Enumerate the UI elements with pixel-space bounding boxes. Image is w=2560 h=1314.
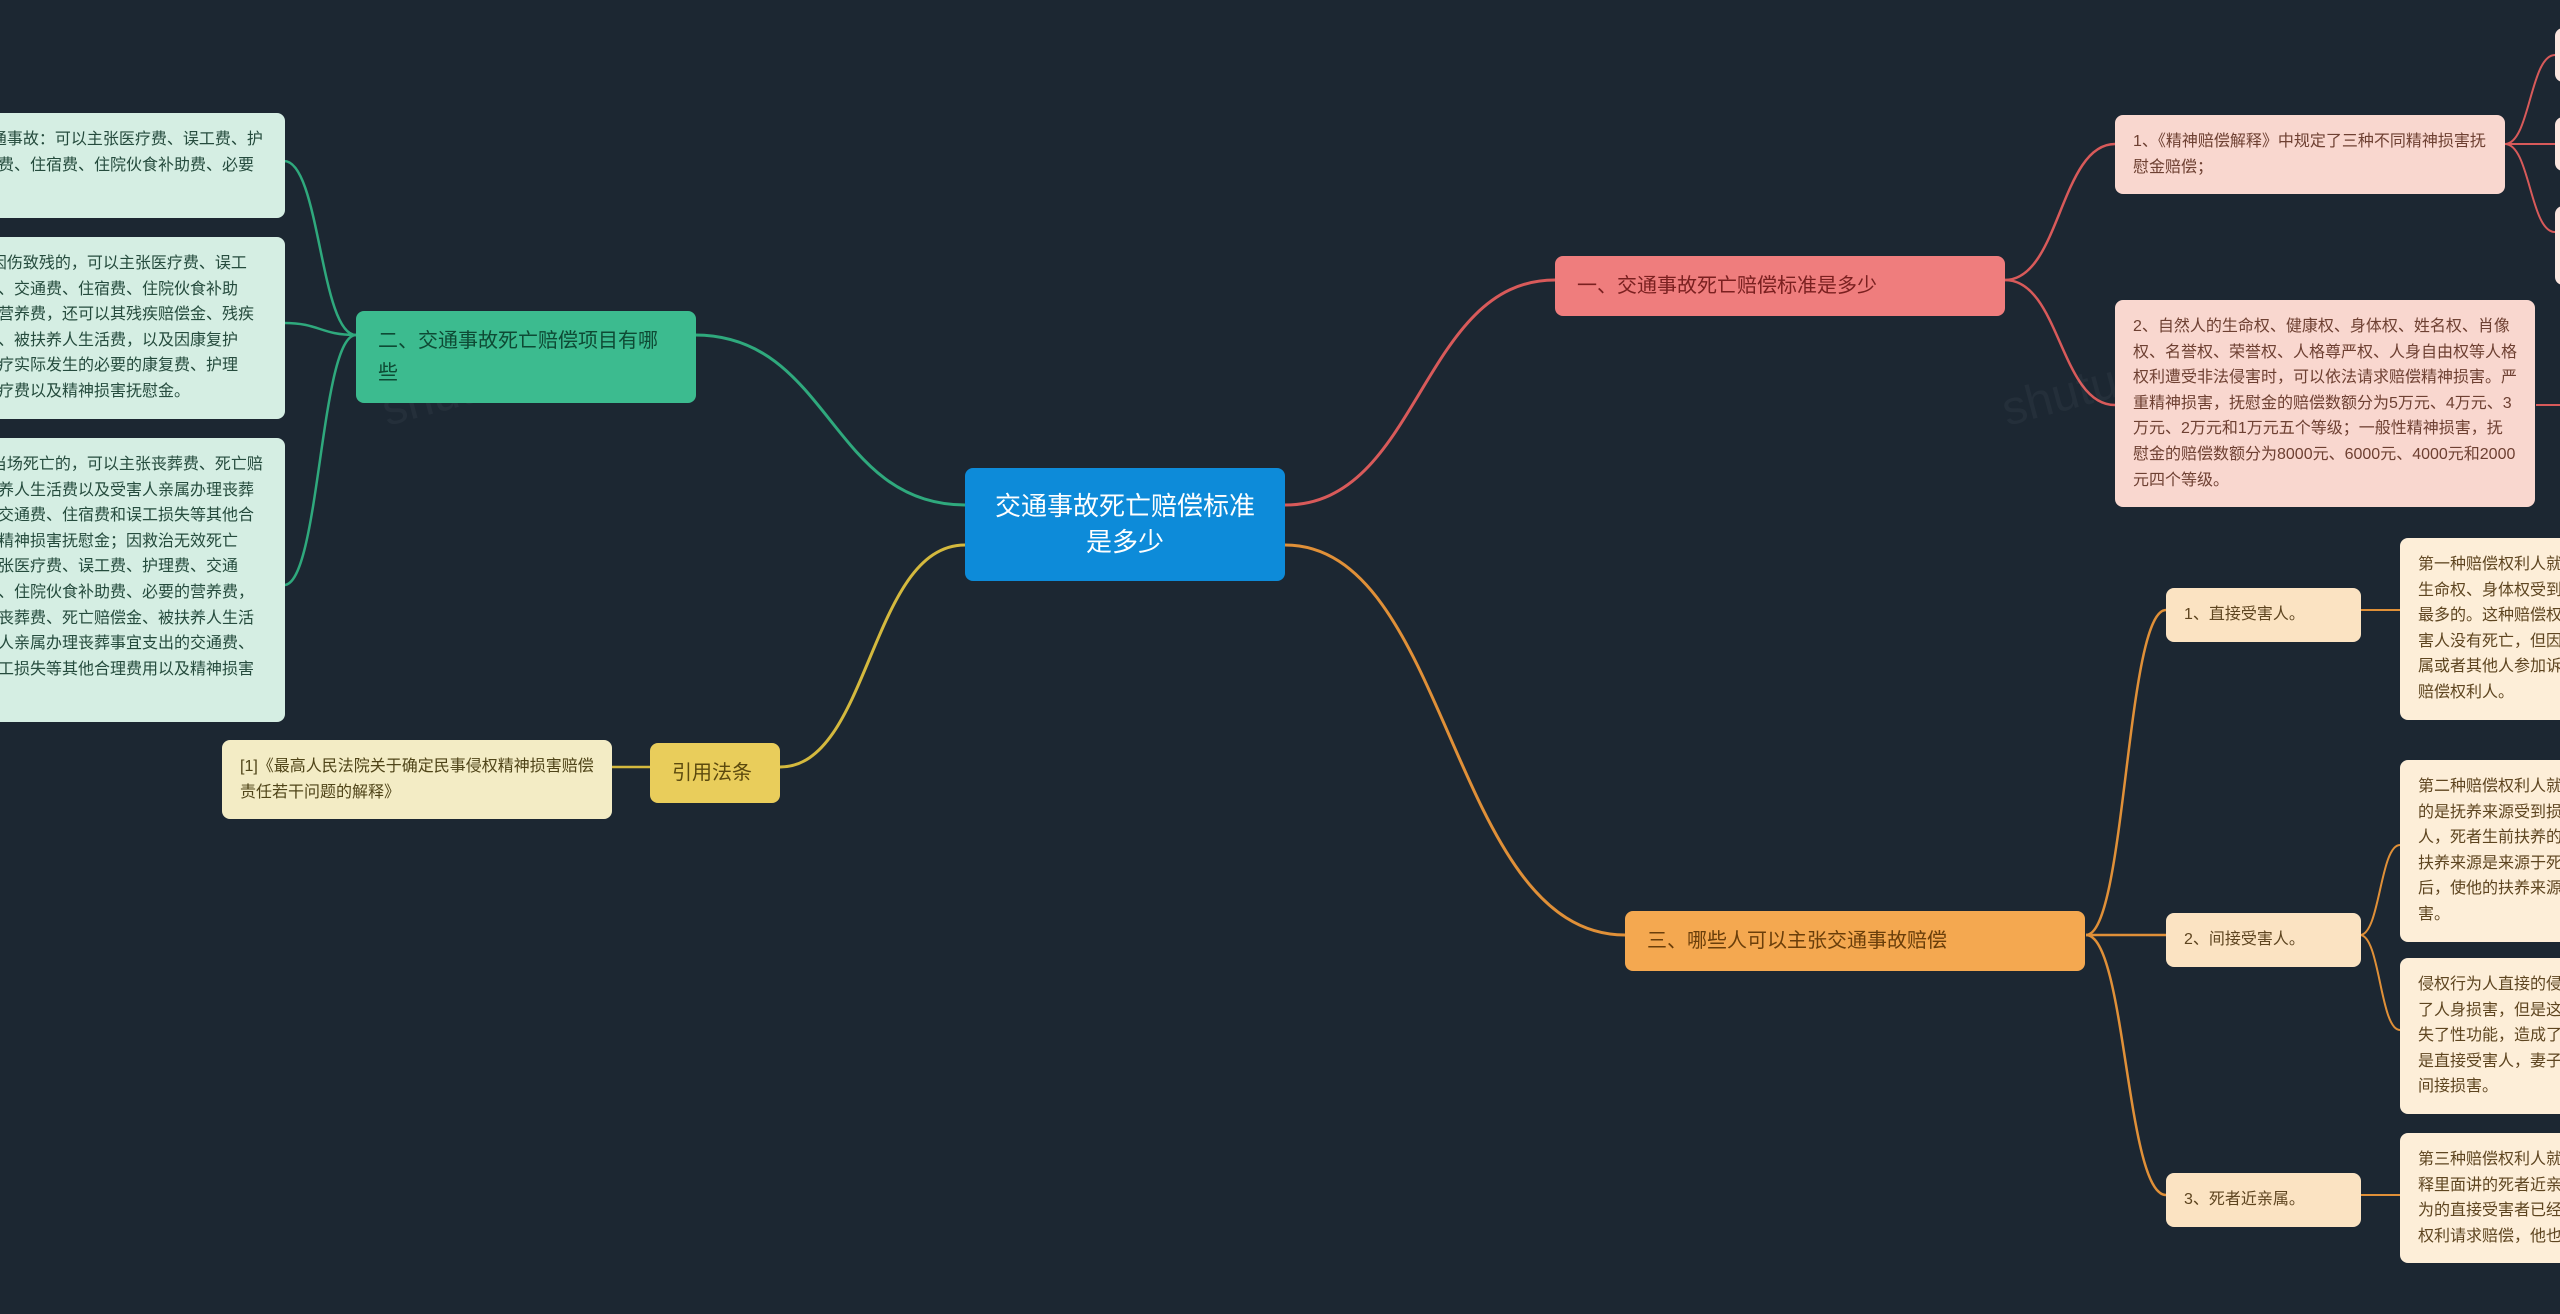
b3-node-3-c1: 第三种赔偿权利人就是死者近亲属。在这个司法解释里面讲的死者近亲属，就是侵害生命权… bbox=[2400, 1133, 2560, 1263]
connector-lines bbox=[0, 0, 2560, 1314]
b3-node-2: 2、间接受害人。 bbox=[2166, 913, 2361, 967]
b1-node-1-c2: （2）对于造成残疾的，应当赔偿残疾赔偿金； bbox=[2555, 117, 2560, 171]
b2-node-1: 1、一般交通事故：可以主张医疗费、误工费、护理费、交通费、住宿费、住院伙食补助费… bbox=[0, 113, 285, 218]
b1-node-1-c3: （3）对于侵害人身，没有造成死亡残疾后果的，应当赔偿精神抚慰金。 bbox=[2555, 206, 2560, 285]
b2-node-2: 2、受害人因伤致残的，可以主张医疗费、误工费、护理费、交通费、住宿费、住院伙食补… bbox=[0, 237, 285, 419]
branch-1: 一、交通事故死亡赔偿标准是多少 bbox=[1555, 256, 2005, 316]
b1-node-1: 1、《精神赔偿解释》中规定了三种不同精神损害抚慰金赔偿； bbox=[2115, 115, 2505, 194]
b1-node-1-c1: （1）对于造成死亡的，应当赔偿死亡赔偿金； bbox=[2555, 28, 2560, 82]
b3-node-1-c1: 第一种赔偿权利人就是直接受害人，就是健康权、生命权、身体权受到侵害的受害人，这种… bbox=[2400, 538, 2560, 720]
branch-2: 二、交通事故死亡赔偿项目有哪些 bbox=[356, 311, 696, 403]
b4-node-1: [1]《最高人民法院关于确定民事侵权精神损害赔偿责任若干问题的解释》 bbox=[222, 740, 612, 819]
root-node: 交通事故死亡赔偿标准是多少 bbox=[965, 468, 1285, 581]
b3-node-1: 1、直接受害人。 bbox=[2166, 588, 2361, 642]
b3-node-2-c1: 第二种赔偿权利人就是间接受害人，间接受害人,指的是抚养来源受到损害的人，是死者生… bbox=[2400, 760, 2560, 942]
b2-node-3: 3、受害人当场死亡的，可以主张丧葬费、死亡赔偿金、被扶养人生活费以及受害人亲属办… bbox=[0, 438, 285, 722]
b3-node-2-c2: 侵权行为人直接的侵权行为侵害了她的丈夫，造成了人身损害，但是这个侵权行为又使得她… bbox=[2400, 958, 2560, 1114]
b1-node-2: 2、自然人的生命权、健康权、身体权、姓名权、肖像权、名誉权、荣誉权、人格尊严权、… bbox=[2115, 300, 2535, 507]
b3-node-3: 3、死者近亲属。 bbox=[2166, 1173, 2361, 1227]
branch-4: 引用法条 bbox=[650, 743, 780, 803]
branch-3: 三、哪些人可以主张交通事故赔偿 bbox=[1625, 911, 2085, 971]
